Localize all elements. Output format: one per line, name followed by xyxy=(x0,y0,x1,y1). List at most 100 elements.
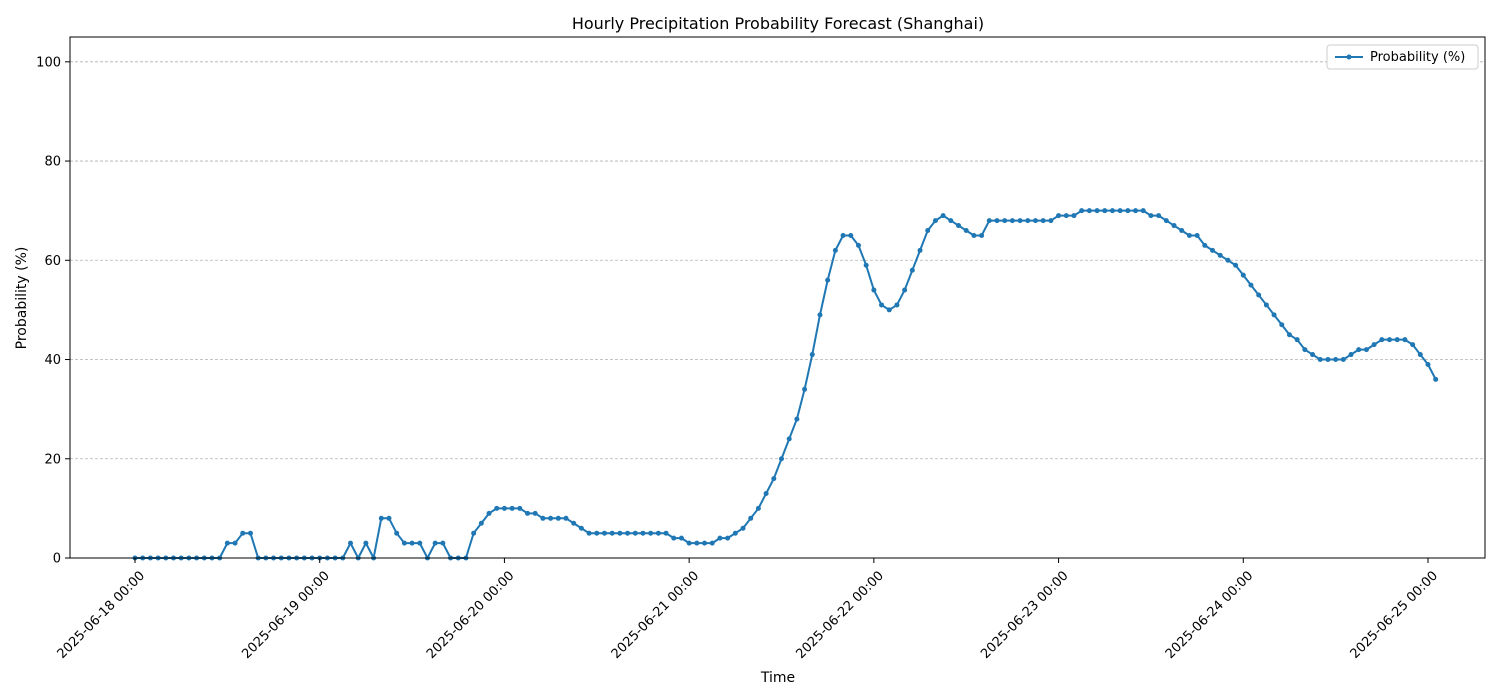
data-point xyxy=(609,530,615,536)
data-point xyxy=(879,302,885,308)
data-point xyxy=(486,510,492,516)
data-point xyxy=(1433,376,1439,382)
data-point xyxy=(802,386,808,392)
data-point xyxy=(348,540,353,546)
x-tick-label: 2025-06-25 00:00 xyxy=(1348,568,1441,661)
data-point xyxy=(1140,208,1146,214)
y-tick-label: 100 xyxy=(36,55,61,70)
data-point xyxy=(432,540,438,546)
data-point xyxy=(1248,282,1254,288)
data-point xyxy=(1156,213,1162,219)
data-point xyxy=(532,510,538,516)
data-point xyxy=(1402,337,1408,343)
data-point xyxy=(794,416,800,422)
data-point xyxy=(1425,361,1431,367)
data-point xyxy=(1179,228,1185,234)
grid-lines xyxy=(70,61,1485,559)
data-point xyxy=(471,530,477,536)
data-point xyxy=(1148,213,1154,219)
data-point xyxy=(1371,342,1377,348)
data-point xyxy=(1325,357,1331,363)
x-tick-label: 2025-06-18 00:00 xyxy=(55,568,148,661)
data-point xyxy=(740,525,746,531)
data-point xyxy=(501,505,507,511)
data-point xyxy=(1263,302,1269,308)
legend-label: Probability (%) xyxy=(1370,50,1465,65)
data-point xyxy=(1171,223,1177,229)
x-tick-label: 2025-06-24 00:00 xyxy=(1163,568,1256,661)
data-point xyxy=(702,540,708,546)
data-point xyxy=(232,540,238,546)
data-point xyxy=(240,530,246,536)
data-point xyxy=(563,515,569,521)
data-point xyxy=(848,232,854,238)
data-point xyxy=(1233,262,1239,268)
data-point xyxy=(478,520,484,526)
data-point xyxy=(855,242,861,248)
data-point xyxy=(732,530,738,536)
data-point xyxy=(1133,208,1139,214)
data-point xyxy=(917,247,923,253)
data-point xyxy=(1079,208,1085,214)
data-point xyxy=(224,540,230,546)
data-point xyxy=(663,530,669,536)
x-tick-label: 2025-06-19 00:00 xyxy=(239,568,332,661)
x-tick-label: 2025-06-20 00:00 xyxy=(424,568,517,661)
data-point xyxy=(1086,208,1092,214)
data-point xyxy=(817,312,823,318)
data-point xyxy=(648,530,654,536)
plot-frame xyxy=(69,36,1486,559)
data-point xyxy=(1109,208,1115,214)
x-axis-title: Time xyxy=(760,670,795,686)
data-point xyxy=(1210,247,1215,253)
data-point xyxy=(1348,352,1354,358)
data-point xyxy=(832,247,838,253)
data-point xyxy=(948,218,954,224)
data-point xyxy=(786,436,792,442)
x-tick-label: 2025-06-21 00:00 xyxy=(609,568,702,661)
data-point xyxy=(1063,213,1069,219)
series-layer xyxy=(132,208,1439,561)
data-point xyxy=(1294,337,1300,343)
x-tick-label: 2025-06-23 00:00 xyxy=(978,568,1071,661)
y-tick-label: 80 xyxy=(44,155,61,170)
data-point xyxy=(632,530,638,536)
data-point xyxy=(1333,357,1339,363)
data-point xyxy=(748,515,754,521)
data-point xyxy=(755,505,761,511)
data-point xyxy=(979,232,985,238)
y-axis-title: Probability (%) xyxy=(14,247,30,350)
data-point xyxy=(1040,218,1046,224)
data-point xyxy=(909,267,915,273)
data-point xyxy=(586,530,592,536)
data-point xyxy=(871,287,877,293)
data-point xyxy=(1032,218,1038,224)
data-point xyxy=(1094,208,1100,214)
chart-title: Hourly Precipitation Probability Forecas… xyxy=(572,14,984,33)
y-tick-label: 0 xyxy=(53,552,61,567)
legend: Probability (%) xyxy=(1326,44,1479,70)
data-point xyxy=(1225,257,1231,263)
data-point xyxy=(494,505,500,511)
series-line xyxy=(135,209,1437,559)
data-point xyxy=(963,228,969,234)
data-point xyxy=(1256,292,1262,298)
data-point xyxy=(1163,218,1169,224)
data-point xyxy=(1356,347,1362,353)
legend-box xyxy=(1326,44,1479,70)
data-point xyxy=(925,228,931,234)
data-point xyxy=(1379,337,1385,343)
data-point xyxy=(932,218,938,224)
data-point xyxy=(378,515,384,521)
data-point xyxy=(1009,218,1015,224)
data-point xyxy=(971,232,977,238)
data-point xyxy=(509,505,515,511)
data-point xyxy=(548,515,554,521)
data-point xyxy=(686,540,692,546)
legend-marker xyxy=(1346,54,1352,60)
data-point xyxy=(671,535,677,541)
data-point xyxy=(902,287,908,293)
data-point xyxy=(1071,213,1077,219)
data-point xyxy=(1417,352,1423,358)
data-point xyxy=(994,218,1000,224)
